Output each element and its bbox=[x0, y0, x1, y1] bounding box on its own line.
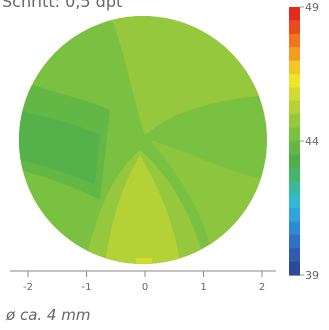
region-left-deep bbox=[19, 110, 100, 185]
colorbar-swatch bbox=[289, 167, 300, 182]
colorbar-tick-label: 44 bbox=[305, 135, 319, 148]
heatmap-disc bbox=[19, 16, 267, 264]
colorbar: 49 44 39 bbox=[289, 1, 319, 282]
colorbar-swatch bbox=[289, 7, 300, 21]
colorbar-swatch bbox=[289, 141, 300, 155]
colorbar-swatch bbox=[289, 234, 300, 249]
colorbar-swatch bbox=[289, 100, 300, 115]
x-tick-label: 2 bbox=[259, 282, 265, 293]
colorbar-swatch bbox=[289, 47, 300, 62]
colorbar-swatch bbox=[289, 20, 300, 35]
x-tick-label: -1 bbox=[82, 282, 92, 293]
colorbar-swatch bbox=[289, 33, 300, 48]
colorbar-swatch bbox=[289, 248, 300, 263]
x-tick-label: -2 bbox=[23, 282, 33, 293]
colorbar-swatch bbox=[289, 208, 300, 222]
x-tick-label: 0 bbox=[142, 282, 148, 293]
chart-title: Schritt: 0,5 dpt bbox=[2, 0, 123, 11]
colorbar-swatch bbox=[289, 154, 300, 169]
colorbar-swatch bbox=[289, 181, 300, 196]
colorbar-swatch bbox=[289, 127, 300, 142]
colorbar-swatch bbox=[289, 221, 300, 236]
colorbar-swatch bbox=[289, 114, 300, 129]
x-tick-label: 1 bbox=[200, 282, 206, 293]
colorbar-tick-label: 39 bbox=[305, 269, 319, 282]
caption: ø ca. 4 mm bbox=[6, 306, 91, 324]
colorbar-swatch bbox=[289, 194, 300, 209]
colorbar-swatch bbox=[289, 261, 300, 276]
colorbar-swatch bbox=[289, 74, 300, 88]
colorbar-swatch bbox=[289, 60, 300, 75]
x-axis: -2 -1 0 1 2 bbox=[10, 270, 276, 293]
region-edge-spot bbox=[136, 258, 152, 264]
region-bottom-hot bbox=[105, 155, 180, 264]
colorbar-swatch bbox=[289, 87, 300, 102]
colorbar-tick-label: 49 bbox=[305, 1, 319, 14]
x-ticks: -2 -1 0 1 2 bbox=[23, 271, 265, 293]
